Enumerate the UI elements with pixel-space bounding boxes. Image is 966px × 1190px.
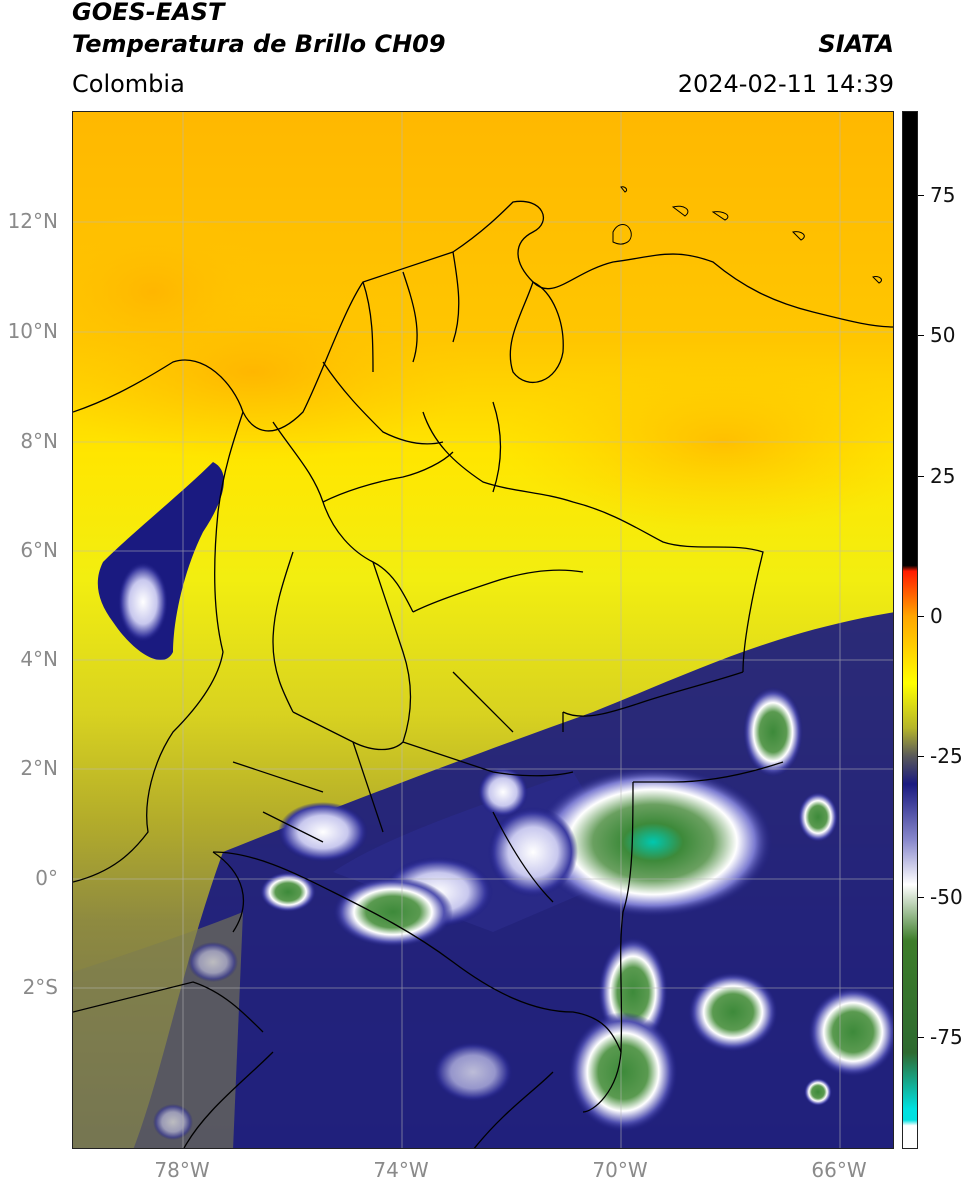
lat-label: 4°N: [20, 647, 58, 671]
colorbar-tick: [918, 756, 924, 758]
storm-cell: [153, 1104, 193, 1140]
storm-cell: [533, 767, 773, 917]
region-label: Colombia: [72, 70, 185, 98]
lat-label: 0°: [35, 866, 58, 890]
satellite-map: [72, 111, 894, 1149]
colorbar-tick: [918, 195, 924, 197]
storm-cell: [433, 1042, 513, 1102]
colorbar-tick: [918, 475, 924, 477]
colorbar-tick: [918, 615, 924, 617]
colorbar-tick-label: -25: [930, 744, 963, 769]
storm-cell: [333, 877, 453, 947]
colorbar-tick-label: -50: [930, 884, 963, 909]
lat-label: 10°N: [7, 319, 58, 343]
satellite-title: GOES-EAST: [72, 0, 225, 26]
colorbar-tick: [918, 1036, 924, 1038]
lon-label: 66°W: [811, 1158, 867, 1182]
colorbar: [902, 111, 918, 1149]
map-canvas: [73, 112, 893, 1148]
storm-cell: [688, 972, 778, 1052]
colorbar-tick-label: 50: [930, 323, 956, 348]
political-borders: [73, 200, 893, 1148]
colorbar-tick: [918, 335, 924, 337]
colorbar-tick-label: 25: [930, 463, 956, 488]
storm-cell: [188, 942, 238, 982]
storm-cell: [260, 872, 316, 912]
timestamp-label: 2024-02-11 14:39: [677, 70, 894, 98]
lat-label: 12°N: [7, 209, 58, 233]
storm-cell: [743, 687, 803, 777]
lon-label: 74°W: [373, 1158, 429, 1182]
colorbar-tick: [918, 896, 924, 898]
storm-cell: [278, 802, 368, 862]
storm-cell: [488, 807, 578, 897]
brand-label: SIATA: [818, 30, 894, 58]
storm-cell: [478, 767, 528, 817]
lat-label: 2°N: [20, 756, 58, 780]
storm-cell: [808, 987, 893, 1077]
lon-label: 70°W: [592, 1158, 648, 1182]
lat-label: 2°S: [22, 975, 58, 999]
lat-label: 6°N: [20, 538, 58, 562]
storm-cell: [798, 792, 838, 842]
storm-cell: [568, 1012, 678, 1132]
pacific-storm-core: [118, 562, 168, 642]
title-block: GOES-EAST Temperatura de Brillo CH09 SIA…: [72, 0, 894, 108]
storm-cell: [804, 1078, 832, 1106]
product-title: Temperatura de Brillo CH09: [72, 30, 446, 58]
colorbar-tick-label: -75: [930, 1024, 963, 1049]
lat-label: 8°N: [20, 429, 58, 453]
islands: [612, 186, 882, 284]
colorbar-tick-label: 75: [930, 183, 956, 208]
colorbar-tick-label: 0: [930, 603, 943, 628]
lon-label: 78°W: [154, 1158, 210, 1182]
